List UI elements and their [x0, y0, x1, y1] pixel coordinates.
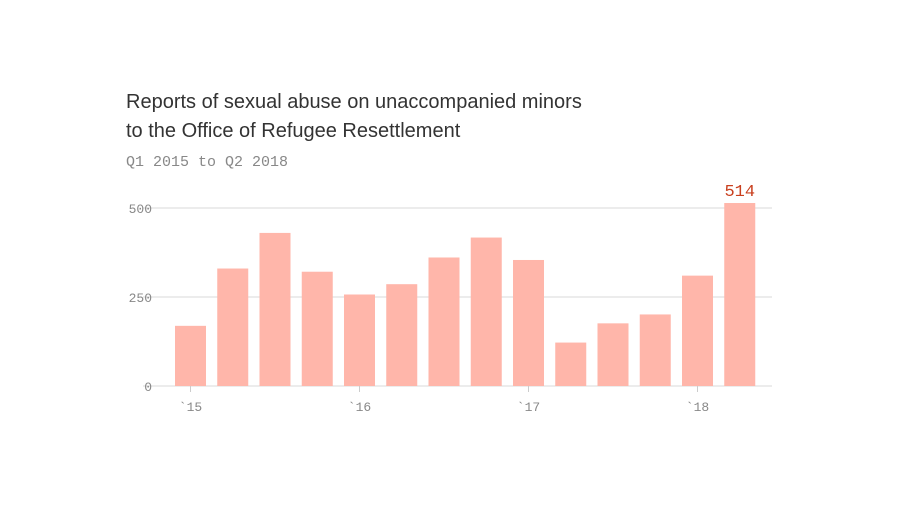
bar-q2-2017	[555, 342, 587, 386]
x-tick-label: `15	[179, 400, 202, 415]
bar-q1-2015	[175, 325, 206, 386]
y-tick-label: 250	[129, 291, 152, 306]
bar-q4-2016	[470, 237, 502, 386]
bar-q3-2017	[597, 323, 629, 386]
bar-q1-2016	[344, 294, 375, 386]
y-tick-label: 500	[129, 202, 152, 217]
bar-q1-2018	[682, 275, 713, 386]
bar-q3-2016	[428, 257, 460, 386]
x-tick-label: `16	[348, 400, 371, 415]
x-tick-label: `17	[517, 400, 540, 415]
title-line-1: Reports of sexual abuse on unaccompanied…	[126, 91, 582, 113]
y-tick-label: 0	[144, 380, 152, 395]
bar-q2-2018	[724, 203, 756, 386]
chart-title: Reports of sexual abuse on unaccompanied…	[126, 88, 582, 146]
bar-q2-2016	[386, 284, 418, 386]
bar-q1-2017	[513, 259, 544, 386]
bar-q4-2017	[639, 314, 671, 386]
bar-q3-2015	[259, 232, 291, 386]
title-line-2: to the Office of Refugee Resettlement	[126, 120, 461, 142]
data-label-514: 514	[724, 183, 755, 202]
bar-q4-2015	[301, 271, 333, 386]
chart-subtitle: Q1 2015 to Q2 2018	[126, 154, 289, 171]
bar-q2-2015	[217, 268, 249, 386]
x-tick-label: `18	[686, 400, 709, 415]
